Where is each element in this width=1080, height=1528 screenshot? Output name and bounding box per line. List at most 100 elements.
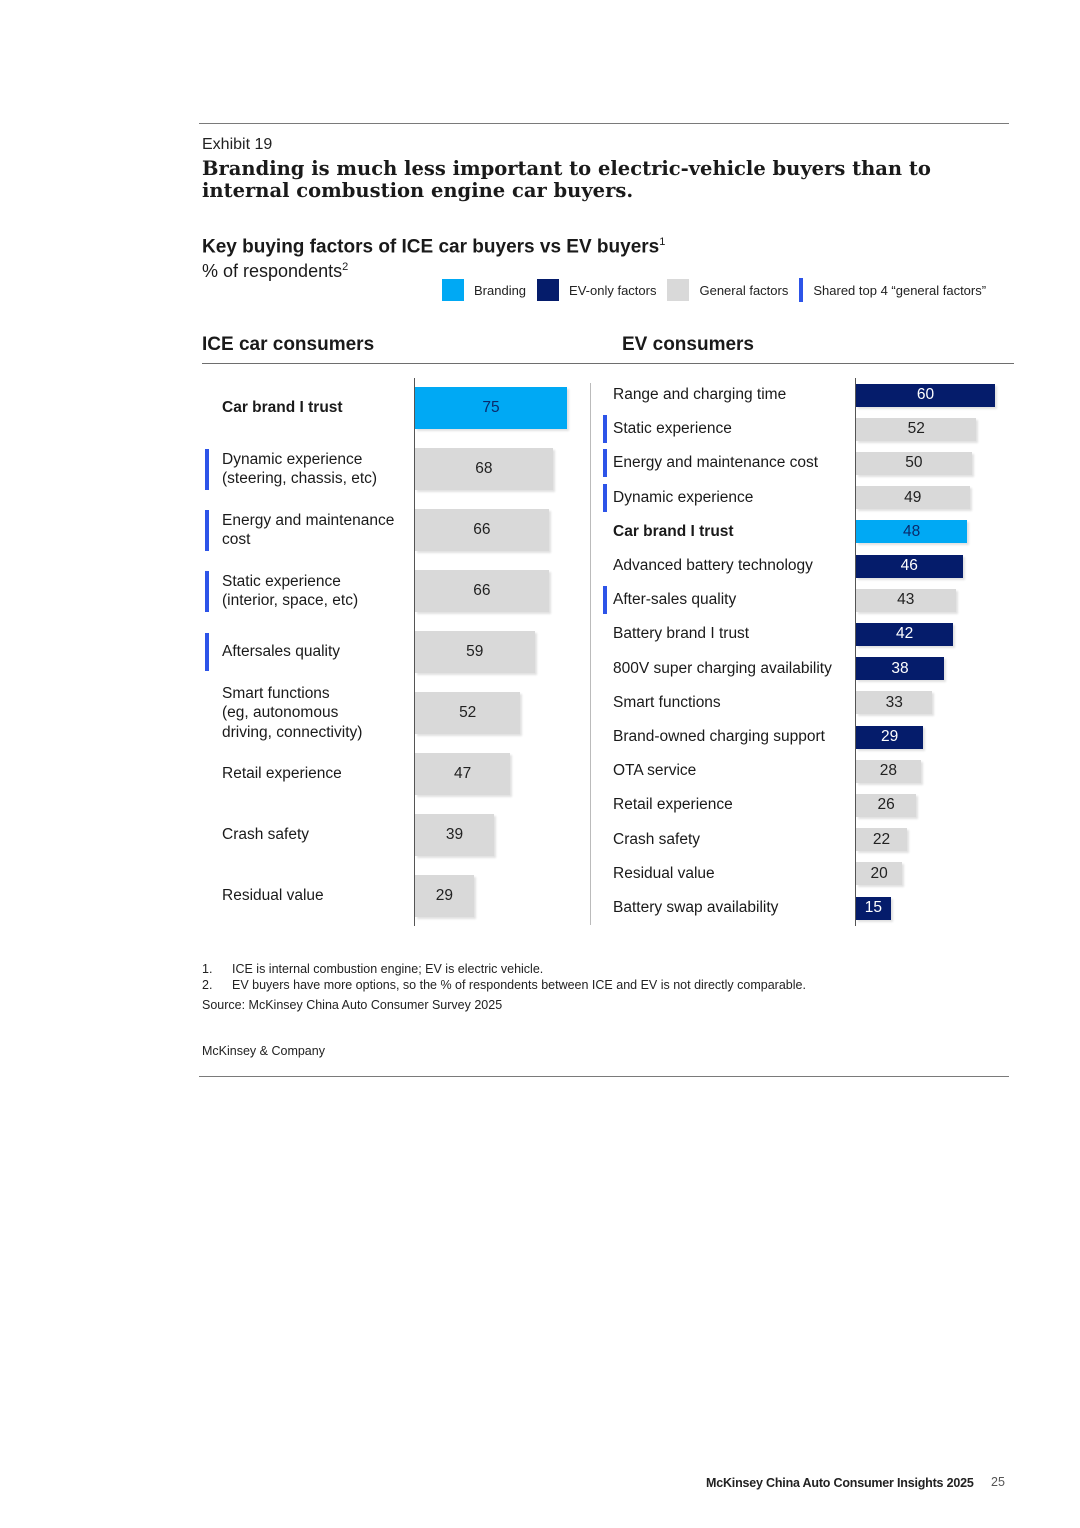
footnote-1: 1. ICE is internal combustion engine; EV… xyxy=(202,961,806,977)
ice-bar: 52 xyxy=(415,692,521,734)
ev-bar: 33 xyxy=(856,691,933,715)
ice-category-label: Dynamic experience (steering, chassis, e… xyxy=(222,450,378,488)
legend-swatch-branding xyxy=(442,279,464,301)
ev-bar: 43 xyxy=(856,588,956,612)
ev-bar-value: 20 xyxy=(870,864,888,882)
legend-item-branding: Branding xyxy=(442,279,526,301)
footnote-1-number: 1. xyxy=(202,962,213,976)
ice-category-label: Retail experience xyxy=(222,765,342,783)
ev-shared-top4-marker xyxy=(603,415,607,444)
ice-bar-value: 75 xyxy=(482,399,500,416)
ev-bar-value: 50 xyxy=(905,454,923,472)
chart-subtitle: % of respondents2 xyxy=(202,261,348,282)
ev-bar-value: 29 xyxy=(880,728,899,745)
ev-bar: 50 xyxy=(856,451,972,475)
legend-swatch-general xyxy=(667,279,690,301)
ev-category-label: 800V super charging availability xyxy=(613,659,832,677)
ev-category-label: Dynamic experience xyxy=(613,488,754,506)
ice-shared-top4-marker xyxy=(205,570,209,612)
ice-category-label: Car brand I trust xyxy=(222,399,343,417)
ice-category-label: Static experience (interior, space, etc) xyxy=(222,572,359,610)
ev-category-label: Retail experience xyxy=(613,796,733,814)
legend-item-ev-only: EV-only factors xyxy=(537,279,656,301)
ice-category-label: Aftersales quality xyxy=(222,643,341,661)
legend-label-general: General factors xyxy=(699,282,789,298)
ev-bar-value: 22 xyxy=(872,830,891,848)
ev-bar: 28 xyxy=(856,759,921,783)
ice-axis xyxy=(414,378,415,926)
legend-label-shared-top4: Shared top 4 “general factors” xyxy=(813,282,987,298)
legend-label-branding: Branding xyxy=(474,282,527,298)
ice-bar: 59 xyxy=(415,631,535,673)
ev-category-label: Static experience xyxy=(613,420,732,438)
ice-bar: 66 xyxy=(415,570,549,612)
chart-subtitle-footnote-ref: 2 xyxy=(342,261,349,273)
ev-bar-value: 46 xyxy=(900,557,918,574)
footnotes: 1. ICE is internal combustion engine; EV… xyxy=(202,961,806,1013)
legend-marker-shared-top4 xyxy=(799,278,804,302)
chart-title: Key buying factors of ICE car buyers vs … xyxy=(202,236,665,258)
ice-category-label: Energy and maintenance cost xyxy=(222,511,395,549)
ice-category-label: Residual value xyxy=(222,887,324,905)
ice-panel-title: ICE car consumers xyxy=(202,334,375,355)
ev-bar-value: 43 xyxy=(897,591,915,609)
ev-shared-top4-marker xyxy=(603,449,607,478)
source-note: Source: McKinsey China Auto Consumer Sur… xyxy=(202,998,503,1012)
ice-bar: 68 xyxy=(415,448,553,490)
ev-shared-top4-marker xyxy=(603,586,607,615)
ev-bar: 15 xyxy=(856,896,891,920)
ice-bar: 47 xyxy=(415,753,511,795)
ev-bar-value: 15 xyxy=(864,899,882,916)
ev-category-label: Smart functions xyxy=(613,693,721,711)
ev-category-label: After-sales quality xyxy=(613,591,737,609)
chart-subtitle-text: % of respondents xyxy=(202,261,343,281)
ev-bar-value: 28 xyxy=(879,762,898,780)
legend-label-ev-only: EV-only factors xyxy=(569,282,657,298)
ice-bar-value: 66 xyxy=(473,521,491,538)
footnote-2-text: EV buyers have more options, so the % of… xyxy=(232,978,806,992)
footnote-2: 2. EV buyers have more options, so the %… xyxy=(202,977,806,993)
page-number: 25 xyxy=(991,1475,1005,1489)
ev-bar: 49 xyxy=(856,486,970,510)
ev-category-label: Car brand I trust xyxy=(613,522,734,540)
ev-bar: 42 xyxy=(856,622,954,646)
ice-bar: 29 xyxy=(415,875,474,917)
ev-bar-value: 49 xyxy=(904,488,922,506)
legend: Branding EV-only factors General factors… xyxy=(442,278,997,302)
exhibit-label: Exhibit 19 xyxy=(202,136,273,153)
ice-bar-value: 52 xyxy=(459,704,477,721)
panel-separator xyxy=(590,383,591,925)
ev-bar-value: 26 xyxy=(877,796,895,814)
ev-category-label: Range and charging time xyxy=(613,386,787,403)
ev-category-label: Battery brand I trust xyxy=(613,625,750,643)
ice-category-label: Crash safety xyxy=(222,826,310,844)
ice-bar: 75 xyxy=(415,387,567,429)
headline: Branding is much less important to elect… xyxy=(202,157,931,202)
ice-bar-value: 66 xyxy=(473,582,491,599)
ev-category-label: Battery swap availability xyxy=(613,899,779,916)
ev-bar: 26 xyxy=(856,793,917,817)
ice-bar-value: 39 xyxy=(445,826,464,843)
chart-title-footnote-ref: 1 xyxy=(659,236,666,248)
brand-name: McKinsey & Company xyxy=(202,1044,325,1058)
ev-bar-value: 38 xyxy=(891,659,909,677)
ice-bar-value: 29 xyxy=(435,887,453,904)
top-rule xyxy=(199,123,1009,124)
ev-category-label: Crash safety xyxy=(613,830,701,848)
ev-category-label: Advanced battery technology xyxy=(613,557,813,574)
ev-bar-value: 52 xyxy=(907,420,925,438)
bottom-rule xyxy=(199,1076,1009,1077)
ev-category-label: Energy and maintenance cost xyxy=(613,454,819,472)
ice-bar-value: 59 xyxy=(466,643,484,660)
ice-bar: 66 xyxy=(415,509,549,551)
ev-bar-value: 48 xyxy=(902,522,921,540)
ev-category-label: Residual value xyxy=(613,864,715,882)
ice-category-label: Smart functions (eg, autonomous driving,… xyxy=(222,684,363,741)
chart-title-text: Key buying factors of ICE car buyers vs … xyxy=(202,236,660,258)
ev-bar: 46 xyxy=(856,554,963,578)
ice-shared-top4-marker xyxy=(205,448,209,490)
ev-bar: 60 xyxy=(856,383,995,407)
panel-rule xyxy=(202,363,1014,364)
footer-title: McKinsey China Auto Consumer Insights 20… xyxy=(706,1476,974,1490)
ice-bar-value: 68 xyxy=(475,460,493,477)
